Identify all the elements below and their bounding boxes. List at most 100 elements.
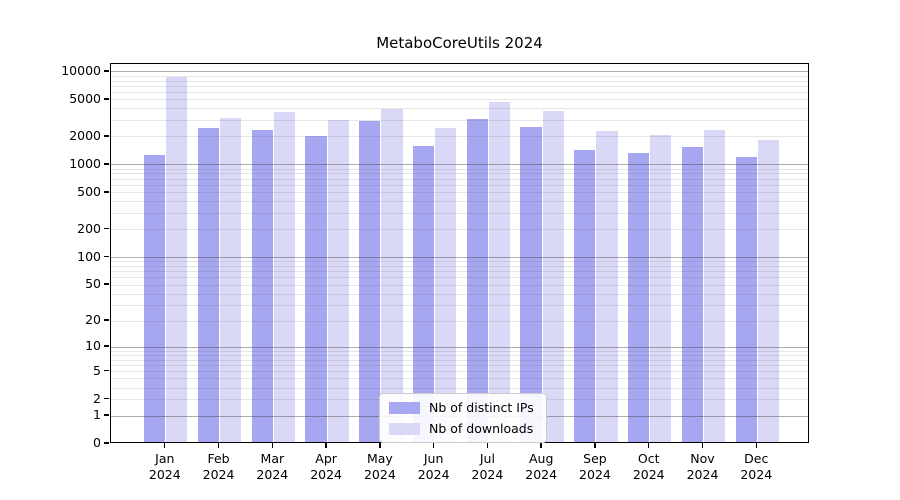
x-tick-mark xyxy=(164,443,166,448)
x-tick-label: Jan 2024 xyxy=(133,451,197,483)
x-tick-mark xyxy=(217,443,220,448)
y-tick-mark xyxy=(104,163,109,165)
bar-distinct-ips-may xyxy=(359,120,381,442)
bar-downloads-oct xyxy=(650,134,672,442)
x-tick-month: Jun xyxy=(423,451,444,466)
y-tick-mark xyxy=(104,135,109,137)
y-tick-mark xyxy=(104,191,109,193)
y-tick-label: 1 xyxy=(93,407,101,422)
x-tick-year: 2024 xyxy=(256,467,289,482)
x-tick-label: Oct 2024 xyxy=(617,451,681,483)
y-tick-mark xyxy=(104,442,109,444)
x-tick-month: Apr xyxy=(315,451,337,466)
x-tick-mark xyxy=(648,443,650,448)
x-tick-month: Jan xyxy=(155,451,175,466)
plot-area: Nb of distinct IPs Nb of downloads xyxy=(110,63,809,443)
bar-distinct-ips-mar xyxy=(251,130,273,442)
y-tick-mark xyxy=(104,98,109,100)
x-tick-label: Mar 2024 xyxy=(240,451,304,483)
bar-downloads-mar xyxy=(273,112,296,442)
y-tick-mark xyxy=(104,397,109,400)
y-tick-mark xyxy=(104,369,109,372)
x-tick-mark xyxy=(755,443,757,448)
bar-downloads-apr xyxy=(327,119,349,442)
y-tick-mark xyxy=(104,345,109,347)
bar-distinct-ips-dec xyxy=(735,156,757,442)
y-tick-label: 2000 xyxy=(69,127,101,143)
legend-label-distinct-ips: Nb of distinct IPs xyxy=(429,400,534,415)
x-tick-label: Nov 2024 xyxy=(671,451,735,483)
y-tick-mark xyxy=(104,414,109,416)
bar-distinct-ips-jul xyxy=(466,118,488,442)
x-tick-mark xyxy=(701,443,704,448)
bar-distinct-ips-nov xyxy=(681,147,703,442)
bar-distinct-ips-jun xyxy=(412,145,435,442)
bar-downloads-jul xyxy=(488,102,511,442)
legend-item-distinct-ips: Nb of distinct IPs xyxy=(389,400,537,415)
x-tick-month: Oct xyxy=(637,451,660,466)
x-tick-month: Jul xyxy=(479,451,495,466)
y-tick-label: 50 xyxy=(85,276,101,292)
bar-downloads-may xyxy=(381,109,403,442)
bar-distinct-ips-jan xyxy=(144,154,166,442)
y-tick-mark xyxy=(104,70,109,72)
gridline-minor xyxy=(111,92,808,94)
x-tick-label: Feb 2024 xyxy=(187,451,251,483)
x-tick-month: Feb xyxy=(207,451,230,466)
y-tick-label: 5000 xyxy=(69,90,101,106)
y-tick-label: 2 xyxy=(93,390,101,406)
bar-downloads-sep xyxy=(596,130,618,442)
legend-item-downloads: Nb of downloads xyxy=(389,421,537,436)
legend-label-downloads: Nb of downloads xyxy=(429,421,534,436)
x-tick-year: 2024 xyxy=(202,467,235,482)
x-tick-mark xyxy=(486,443,489,448)
y-tick-mark xyxy=(104,228,109,230)
y-tick-mark xyxy=(104,319,109,321)
x-tick-mark xyxy=(271,443,274,448)
bar-distinct-ips-sep xyxy=(574,149,596,442)
y-tick-label: 1000 xyxy=(69,155,101,171)
x-tick-label: May 2024 xyxy=(348,451,412,483)
gridline-minor xyxy=(111,85,808,87)
x-tick-year: 2024 xyxy=(740,467,773,482)
x-tick-year: 2024 xyxy=(310,467,343,482)
y-tick-label: 10 xyxy=(85,338,101,354)
x-tick-year: 2024 xyxy=(363,467,396,482)
y-tick-mark xyxy=(104,255,109,258)
gridline-minor xyxy=(111,120,808,122)
bar-downloads-nov xyxy=(704,130,726,442)
x-tick-year: 2024 xyxy=(148,467,181,482)
x-tick-mark xyxy=(594,443,596,448)
bar-downloads-jun xyxy=(435,128,457,442)
bar-distinct-ips-feb xyxy=(197,128,220,442)
gridline-minor xyxy=(111,108,808,110)
x-tick-mark xyxy=(325,443,327,448)
legend-swatch-distinct-ips xyxy=(389,401,420,414)
gridline-minor xyxy=(111,75,808,77)
bar-distinct-ips-aug xyxy=(520,126,542,442)
bar-distinct-ips-oct xyxy=(628,153,650,442)
x-tick-label: Sep 2024 xyxy=(563,451,627,483)
x-tick-month: Sep xyxy=(583,451,607,466)
x-tick-year: 2024 xyxy=(471,467,504,482)
y-tick-label: 10000 xyxy=(61,62,101,78)
x-tick-year: 2024 xyxy=(579,467,611,482)
x-tick-month: Nov xyxy=(690,451,715,466)
y-tick-label: 100 xyxy=(77,248,101,264)
x-tick-label: Jul 2024 xyxy=(455,451,519,483)
y-tick-label: 200 xyxy=(77,220,101,236)
x-tick-year: 2024 xyxy=(525,467,558,482)
x-tick-year: 2024 xyxy=(632,467,665,482)
gridline-minor xyxy=(111,80,808,82)
x-tick-month: Mar xyxy=(260,451,285,466)
x-tick-mark xyxy=(379,443,381,448)
x-tick-year: 2024 xyxy=(417,467,450,482)
bar-downloads-jan xyxy=(166,77,188,442)
bar-downloads-feb xyxy=(220,117,242,442)
y-tick-label: 0 xyxy=(93,435,101,450)
x-tick-mark xyxy=(432,443,435,448)
gridline-minor xyxy=(111,99,808,101)
y-tick-label: 20 xyxy=(85,312,101,328)
y-tick-mark xyxy=(104,283,109,285)
